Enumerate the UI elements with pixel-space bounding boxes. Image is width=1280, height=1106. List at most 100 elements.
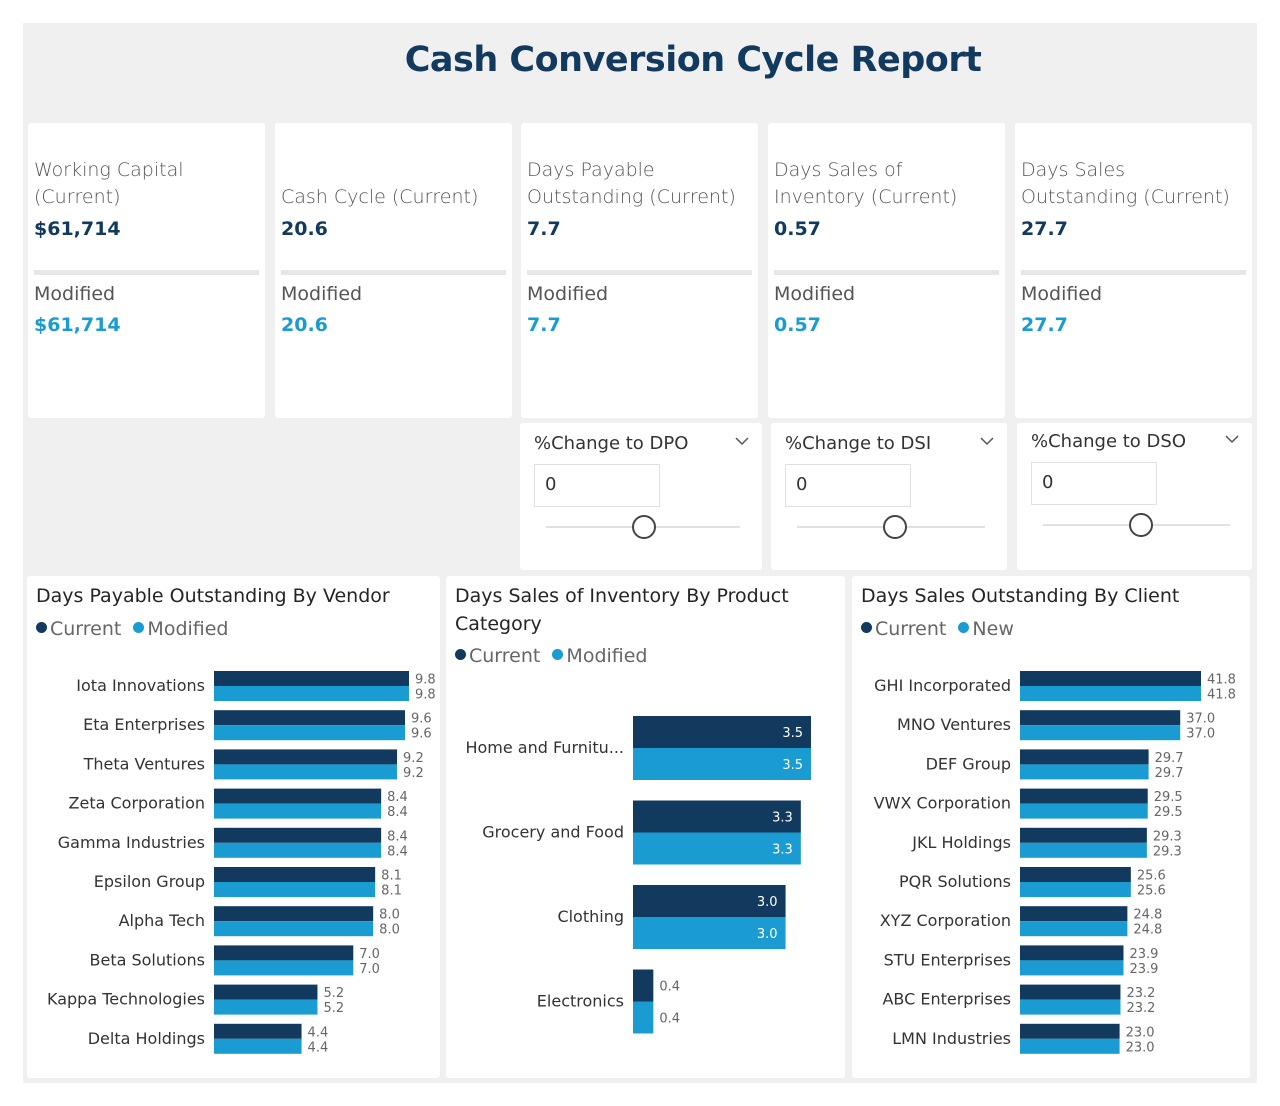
- slicer-change-dso: %Change to DSO 0: [1017, 423, 1252, 570]
- data-label: 8.1: [381, 869, 402, 884]
- bar-current: [214, 827, 382, 843]
- category-label: DEF Group: [926, 754, 1011, 773]
- legend-label: Current: [50, 618, 122, 640]
- data-label: 3.3: [772, 811, 793, 826]
- bar-current: [214, 749, 398, 765]
- dso-by-client-chart: Days Sales Outstanding By Client Current…: [852, 576, 1250, 1078]
- data-label: 23.0: [1126, 1025, 1155, 1040]
- data-label: 24.8: [1133, 923, 1162, 938]
- dsi-change-input[interactable]: 0: [785, 464, 911, 507]
- bar-new: [1020, 960, 1124, 976]
- category-label: Gamma Industries: [58, 833, 205, 852]
- category-label: Home and Furnitu...: [465, 738, 624, 757]
- data-label: 23.2: [1126, 1001, 1155, 1016]
- chart-legend: Current Modified: [455, 645, 648, 667]
- bar-current: [214, 945, 354, 961]
- kpi-card-cash-cycle[interactable]: Cash Cycle (Current) 20.6 Modified 20.6: [275, 123, 512, 418]
- bar-new: [1020, 999, 1121, 1015]
- bar-modified: [214, 764, 398, 780]
- bar-current: [1020, 1023, 1120, 1039]
- data-label: 9.8: [415, 688, 436, 703]
- chevron-down-icon[interactable]: [979, 433, 995, 449]
- data-label: 8.4: [387, 790, 408, 805]
- data-label: 5.2: [323, 986, 344, 1001]
- data-label: 37.0: [1186, 712, 1215, 727]
- bar-new: [1020, 921, 1128, 937]
- data-label: 0.4: [659, 1012, 680, 1027]
- data-label: 29.5: [1154, 805, 1183, 820]
- data-label: 8.0: [379, 908, 400, 923]
- data-label: 3.5: [782, 758, 803, 773]
- bar-chart-plot: Home and Furnitu... 3.5 3.5 Grocery and Foo…: [465, 716, 811, 1034]
- kpi-divider: [34, 270, 259, 275]
- chevron-down-icon[interactable]: [1224, 431, 1240, 447]
- kpi-divider: [527, 270, 752, 275]
- chart-legend: Current New: [861, 618, 1014, 640]
- category-label: Zeta Corporation: [69, 794, 205, 813]
- bar-current: [214, 788, 382, 804]
- data-label: 37.0: [1186, 727, 1215, 742]
- kpi-value: $61,714: [34, 218, 121, 240]
- bar-current: [1020, 945, 1124, 961]
- legend-label: Modified: [566, 645, 648, 667]
- bar-modified: [214, 686, 409, 701]
- slider-handle[interactable]: [632, 515, 656, 539]
- data-label: 8.4: [387, 805, 408, 820]
- slider-handle[interactable]: [883, 515, 907, 539]
- bar-current: [214, 1023, 302, 1039]
- bar-modified: [214, 882, 376, 897]
- slider-handle[interactable]: [1129, 513, 1153, 537]
- data-label: 8.4: [387, 844, 408, 859]
- kpi-label: Days Payable Outstanding (Current): [527, 159, 736, 208]
- kpi-modified-value: 0.57: [774, 314, 821, 336]
- chart-title: Days Payable Outstanding By Vendor: [36, 585, 390, 607]
- data-label: 3.5: [782, 726, 803, 741]
- bar-modified: [633, 832, 801, 865]
- chevron-down-icon[interactable]: [734, 433, 750, 449]
- bar-current: [1020, 749, 1149, 765]
- category-label: Epsilon Group: [94, 872, 205, 891]
- bar-modified: [214, 921, 374, 937]
- bar-current: [1020, 984, 1121, 1000]
- bar-current: [1020, 671, 1201, 686]
- kpi-value: 27.7: [1021, 218, 1068, 240]
- kpi-card-dsi[interactable]: Days Sales of Inventory (Current) 0.57 M…: [768, 123, 1005, 418]
- slicer-title: %Change to DSI: [785, 433, 932, 454]
- data-label: 23.2: [1126, 986, 1155, 1001]
- legend-dot-icon: [133, 622, 145, 633]
- kpi-card-dso[interactable]: Days Sales Outstanding (Current) 27.7 Mo…: [1015, 123, 1252, 418]
- bar-modified: [214, 999, 318, 1015]
- category-label: VWX Corporation: [874, 794, 1011, 813]
- bar-chart-plot: Iota Innovations 9.89.8 Eta Enterprises 9.6…: [47, 671, 436, 1055]
- dpo-change-input[interactable]: 0: [534, 464, 660, 507]
- kpi-card-working-capital[interactable]: Working Capital (Current) $61,714 Modifi…: [28, 123, 265, 418]
- bar-current: [633, 800, 801, 833]
- data-label: 29.5: [1154, 790, 1183, 805]
- category-label: Kappa Technologies: [47, 990, 205, 1009]
- data-label: 23.9: [1129, 947, 1158, 962]
- bar-current: [1020, 710, 1181, 726]
- kpi-modified-label: Modified: [1021, 283, 1103, 305]
- kpi-modified-value: 20.6: [281, 314, 328, 336]
- bar-new: [1020, 842, 1147, 858]
- bar-current: [1020, 788, 1148, 804]
- bar-new: [1020, 686, 1201, 701]
- kpi-modified-label: Modified: [774, 283, 856, 305]
- category-label: Iota Innovations: [76, 676, 205, 695]
- bar-current: [214, 710, 406, 726]
- category-label: STU Enterprises: [884, 950, 1011, 969]
- kpi-card-dpo[interactable]: Days Payable Outstanding (Current) 7.7 M…: [521, 123, 758, 418]
- legend-label: Modified: [147, 618, 229, 640]
- kpi-value: 7.7: [527, 218, 561, 240]
- dsi-by-category-chart: Days Sales of Inventory By Product Categ…: [446, 576, 845, 1078]
- bar-modified: [214, 803, 382, 819]
- kpi-label: Cash Cycle (Current): [281, 186, 479, 208]
- bar-modified: [214, 960, 354, 976]
- slicer-change-dsi: %Change to DSI 0: [771, 423, 1007, 570]
- legend-dot-icon: [552, 649, 564, 660]
- data-label: 9.6: [411, 712, 432, 727]
- dso-change-input[interactable]: 0: [1031, 462, 1157, 505]
- kpi-label: Working Capital (Current): [34, 159, 184, 208]
- page-title: Cash Conversion Cycle Report: [404, 40, 982, 80]
- bar-current: [214, 906, 374, 922]
